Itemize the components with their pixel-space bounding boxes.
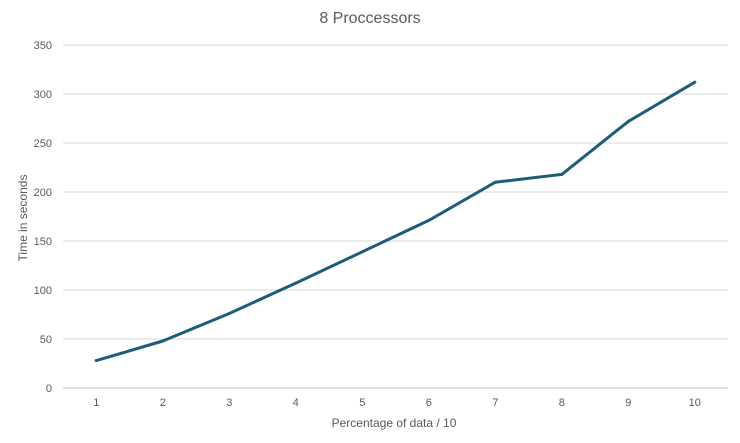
x-tick-label: 5 — [359, 397, 365, 409]
y-tick-label: 150 — [34, 236, 52, 248]
chart-title: 8 Proccessors — [319, 10, 420, 27]
data-point — [294, 281, 298, 285]
x-tick-label: 6 — [426, 397, 432, 409]
y-tick-label: 200 — [34, 187, 52, 199]
y-tick-label: 0 — [46, 383, 52, 395]
y-tick-label: 300 — [34, 89, 52, 101]
data-point — [427, 218, 431, 222]
data-point — [94, 359, 98, 363]
data-point — [560, 172, 564, 176]
x-tick-label: 8 — [559, 397, 565, 409]
series-line — [94, 80, 697, 363]
x-tick-label: 10 — [689, 397, 701, 409]
series-layer — [94, 80, 697, 363]
x-tick-label: 1 — [93, 397, 99, 409]
x-tick-label: 9 — [625, 397, 631, 409]
data-point — [493, 180, 497, 184]
data-point — [626, 119, 630, 123]
y-axis-label: Time in seconds — [16, 175, 30, 262]
data-point — [693, 80, 697, 84]
data-point — [227, 312, 231, 316]
y-tick-label: 50 — [40, 334, 52, 346]
x-tick-label: 4 — [293, 397, 299, 409]
y-axis-ticks: 0 50 100 150 200 250 300 350 — [34, 40, 52, 395]
data-point — [360, 250, 364, 254]
y-tick-label: 350 — [34, 40, 52, 52]
x-axis-ticks: 1 2 3 4 5 6 7 8 9 10 — [93, 397, 701, 409]
data-point — [161, 339, 165, 343]
y-tick-label: 250 — [34, 138, 52, 150]
x-axis-label: Percentage of data / 10 — [332, 416, 457, 430]
x-tick-label: 2 — [160, 397, 166, 409]
x-tick-label: 3 — [226, 397, 232, 409]
y-tick-label: 100 — [34, 285, 52, 297]
x-tick-label: 7 — [492, 397, 498, 409]
gridlines — [63, 44, 728, 389]
